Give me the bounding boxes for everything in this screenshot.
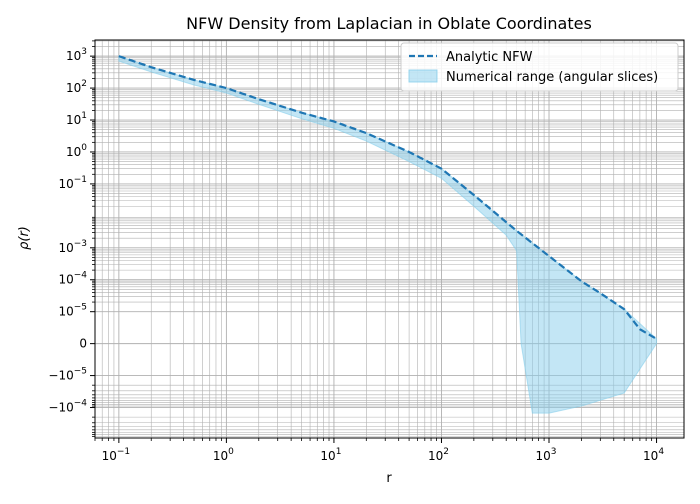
plot-frame xyxy=(94,39,685,439)
line-layer xyxy=(118,55,658,340)
legend-box xyxy=(400,42,679,92)
legend-label-band: Numerical range (angular slices) xyxy=(446,70,658,85)
y-tick-label: 10−5 xyxy=(58,303,87,319)
x-tick-label: 10−1 xyxy=(102,447,131,463)
y-tick-label: 10−4 xyxy=(58,271,87,287)
legend-band-swatch xyxy=(408,69,438,83)
x-tick-label: 103 xyxy=(536,447,557,463)
x-axis-ticks: 10−1 100 101 102 103 104 xyxy=(94,438,664,463)
y-tick-label: 102 xyxy=(66,79,87,95)
y-tick-label: 10−1 xyxy=(58,175,87,191)
y-tick-label: −10−4 xyxy=(48,399,87,415)
y-axis-label: ρ(r) xyxy=(17,226,32,250)
y-tick-label: −10−5 xyxy=(48,367,87,383)
analytic-nfw-line xyxy=(118,55,658,340)
y-tick-label: 101 xyxy=(66,111,87,127)
x-tick-label: 104 xyxy=(643,447,664,463)
y-tick-label: 100 xyxy=(66,143,87,159)
chart-title: NFW Density from Laplacian in Oblate Coo… xyxy=(186,14,592,33)
x-tick-label: 102 xyxy=(428,447,449,463)
legend-label-analytic: Analytic NFW xyxy=(446,50,533,65)
x-axis-label: r xyxy=(386,471,392,486)
x-tick-label: 100 xyxy=(213,447,234,463)
y-tick-label: 10−3 xyxy=(58,239,87,255)
minor-grid xyxy=(94,40,684,438)
legend: Analytic NFW Numerical range (angular sl… xyxy=(400,42,679,92)
y-tick-label: 0 xyxy=(79,337,87,351)
y-tick-label: 103 xyxy=(66,47,87,63)
x-tick-label: 101 xyxy=(320,447,341,463)
y-axis-ticks: 103 102 101 100 10−1 10−3 10−4 10−5 0 −10−5 −10−4 xyxy=(48,40,95,437)
